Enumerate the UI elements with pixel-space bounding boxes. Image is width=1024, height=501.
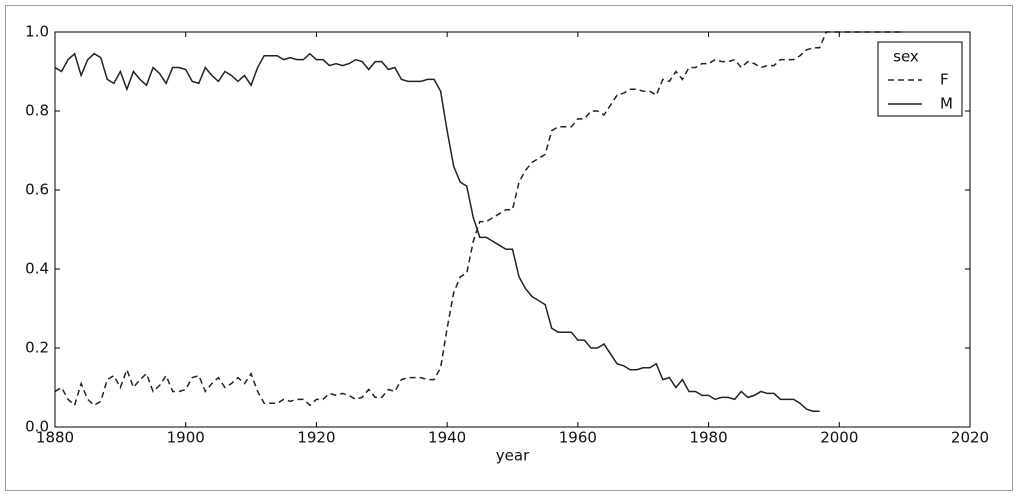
legend-label: F	[940, 71, 949, 89]
x-tick-label: 2020	[951, 429, 989, 447]
y-tick-label: 0.0	[25, 418, 49, 436]
x-tick-label: 1980	[689, 429, 727, 447]
y-tick-label: 0.8	[25, 102, 49, 120]
x-axis-label: year	[496, 447, 530, 465]
legend-label: M	[940, 95, 953, 113]
x-tick-label: 1880	[36, 429, 74, 447]
x-tick-label: 1900	[167, 429, 205, 447]
series-line	[54, 52, 820, 412]
x-tick-label: 1920	[297, 429, 335, 447]
series-line	[54, 31, 905, 407]
y-tick-label: 0.6	[25, 181, 49, 199]
x-tick-label: 1940	[428, 429, 466, 447]
frame	[5, 5, 1013, 491]
plot-lines	[54, 31, 905, 412]
plot-area	[54, 31, 971, 428]
y-tick-label: 1.0	[25, 23, 49, 41]
legend-title: sex	[893, 48, 919, 66]
y-tick-label: 0.2	[25, 339, 49, 357]
y-tick-label: 0.4	[25, 260, 49, 278]
x-tick-label: 2000	[820, 429, 858, 447]
x-tick-label: 1960	[559, 429, 597, 447]
